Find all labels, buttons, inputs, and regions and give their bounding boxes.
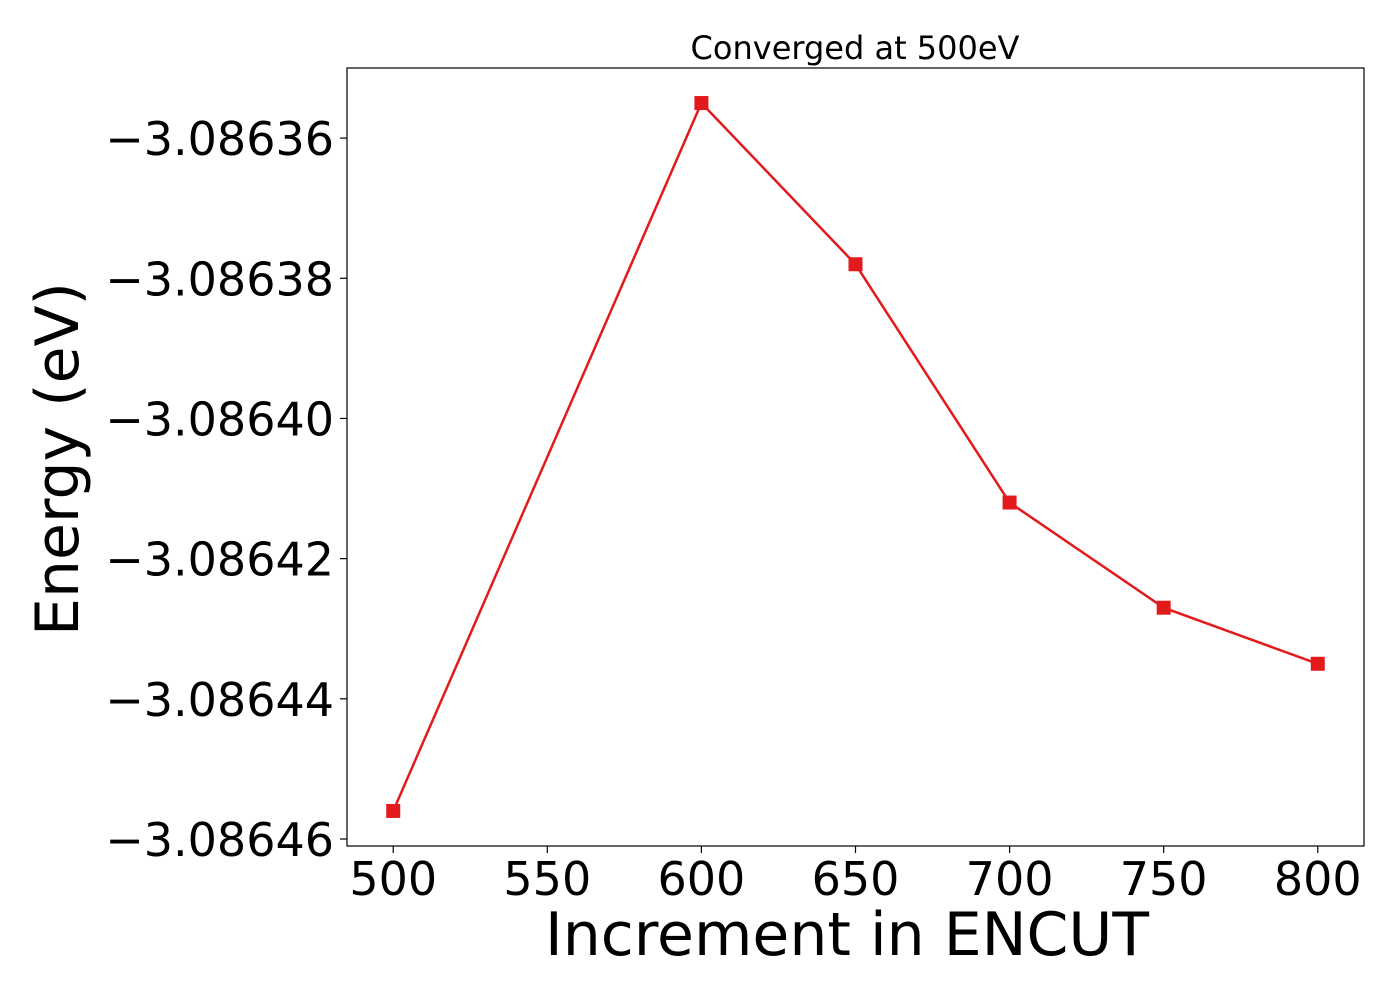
x-tick-label: 550	[503, 852, 591, 906]
x-axis-ticks: 500 550 600 650 700 750 800	[349, 846, 1362, 906]
series-group	[386, 96, 1325, 818]
y-tick-label: −3.08636	[105, 112, 334, 166]
series-line	[392, 100, 1319, 812]
data-point-marker	[848, 257, 863, 272]
x-tick-label: 800	[1274, 852, 1362, 906]
y-axis-ticks: −3.08636 −3.08638 −3.08640 −3.08642 −3.08644…	[105, 112, 347, 867]
x-tick-label: 650	[812, 852, 900, 906]
x-tick-label: 750	[1120, 852, 1208, 906]
y-tick-label: −3.08644	[105, 673, 334, 727]
x-tick-label: 700	[966, 852, 1054, 906]
y-tick-label: −3.08646	[105, 813, 334, 867]
data-point-marker	[1002, 495, 1017, 510]
data-point-marker	[386, 803, 401, 818]
chart-title: Converged at 500eV	[691, 29, 1020, 67]
y-tick-label: −3.08642	[105, 533, 334, 587]
data-point-marker	[1156, 600, 1171, 615]
data-point-marker	[694, 96, 709, 111]
x-axis-label: Increment in ENCUT	[545, 900, 1149, 970]
x-tick-label: 500	[349, 852, 437, 906]
y-axis-label: Energy (eV)	[23, 282, 93, 636]
data-point-marker	[1310, 656, 1325, 671]
x-tick-label: 600	[658, 852, 746, 906]
y-tick-label: −3.08638	[105, 252, 334, 306]
plot-frame	[346, 67, 1365, 847]
y-tick-label: −3.08640	[105, 392, 334, 446]
